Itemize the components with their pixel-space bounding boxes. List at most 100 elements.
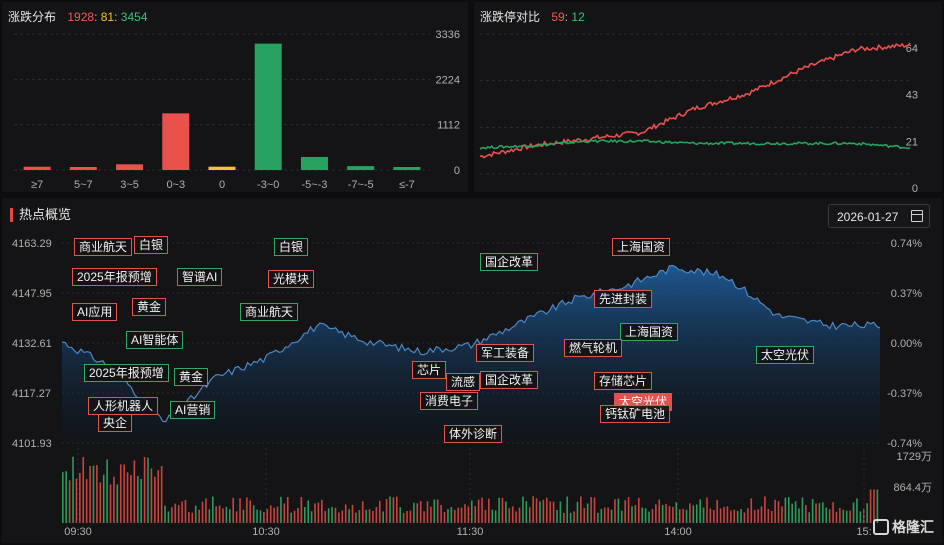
hot-tag[interactable]: 2025年报预增 — [72, 268, 157, 286]
price-tick-label: 4147.95 — [12, 288, 52, 300]
volume-bar — [348, 509, 350, 523]
volume-bar — [269, 505, 272, 523]
hot-tag[interactable]: 存储芯片 — [594, 372, 653, 390]
volume-bar — [211, 496, 214, 523]
volume-bar — [815, 503, 817, 523]
volume-bar — [552, 501, 555, 523]
volume-bar — [334, 507, 337, 523]
up-count: 1928 — [67, 10, 95, 24]
hot-tag[interactable]: 体外诊断 — [444, 425, 503, 443]
volume-bar — [825, 507, 828, 523]
volume-bar — [194, 505, 197, 523]
hot-tag[interactable]: 消费电子 — [420, 392, 479, 410]
hot-tag[interactable]: 白银 — [274, 238, 309, 256]
volume-bar — [113, 476, 115, 523]
volume-bar — [171, 507, 173, 523]
hot-tag[interactable]: 军工装备 — [476, 344, 535, 362]
volume-bar — [242, 509, 245, 523]
volume-bar — [794, 501, 797, 523]
volume-bar — [433, 499, 436, 523]
hot-tag[interactable]: 国企改革 — [480, 371, 539, 389]
volume-bar — [638, 497, 640, 523]
volume-bar — [699, 499, 701, 523]
time-tick-label: 11:30 — [457, 526, 484, 538]
hot-tag[interactable]: 央企 — [98, 414, 133, 432]
date-value: 2026-01-27 — [837, 210, 899, 224]
volume-bar — [566, 496, 569, 523]
hot-tag[interactable]: 智谱AI — [177, 268, 223, 286]
volume-bar — [413, 502, 415, 523]
volume-bar — [246, 497, 248, 523]
volume-bar — [467, 506, 470, 523]
volume-bar — [351, 504, 354, 523]
volume-bar — [68, 480, 71, 523]
volume-bar — [736, 510, 739, 523]
hot-tag[interactable]: 黄金 — [174, 368, 209, 386]
volume-bar — [92, 465, 95, 523]
volume-bar — [440, 504, 442, 523]
hot-tag[interactable]: 上海国资 — [620, 323, 679, 341]
x-tick-label: -3~0 — [257, 179, 279, 191]
x-tick-label: ≤-7 — [399, 179, 415, 191]
hot-tag[interactable]: 国企改革 — [480, 253, 539, 271]
volume-bar — [805, 505, 807, 523]
volume-bar — [341, 510, 344, 523]
volume-bar — [191, 512, 194, 523]
volume-bar — [535, 498, 538, 523]
volume-bar — [484, 509, 487, 523]
volume-bar — [102, 474, 105, 523]
volume-bar — [488, 498, 490, 523]
volume-bar — [580, 496, 582, 523]
hot-tag[interactable]: 芯片 — [412, 361, 447, 379]
volume-bar — [266, 508, 269, 523]
hot-tag[interactable]: 流感 — [446, 373, 481, 391]
volume-bar — [747, 508, 749, 523]
volume-bar — [781, 506, 783, 523]
hot-tag[interactable]: 钙钛矿电池 — [600, 405, 671, 423]
volume-bar — [79, 472, 81, 523]
hot-tag[interactable]: 先进封装 — [594, 290, 653, 308]
volume-bar — [764, 496, 766, 523]
volume-bar — [787, 497, 790, 523]
volume-bar — [549, 501, 551, 523]
hot-tag[interactable]: 太空光伏 — [756, 346, 815, 364]
volume-bar — [72, 456, 74, 523]
bar — [393, 167, 421, 170]
limit-up-count: 59 — [551, 10, 565, 24]
hot-tag[interactable]: 燃气轮机 — [564, 339, 623, 357]
volume-bar — [501, 497, 504, 523]
volume-bar — [716, 499, 718, 523]
hot-tag[interactable]: 白银 — [134, 236, 169, 254]
volume-bar — [147, 457, 149, 523]
volume-bar — [460, 507, 463, 523]
volume-bar — [99, 482, 102, 523]
logo-icon — [873, 519, 889, 535]
time-tick-label: 14:00 — [664, 526, 692, 538]
date-picker[interactable]: 2026-01-27 — [828, 204, 930, 228]
limit-up-line — [479, 42, 911, 159]
volume-bar — [372, 510, 374, 523]
volume-bar — [798, 508, 800, 523]
volume-bar — [280, 496, 282, 523]
hot-tag[interactable]: 黄金 — [132, 298, 167, 316]
volume-bar — [620, 510, 623, 523]
hot-tag[interactable]: 上海国资 — [612, 238, 671, 256]
hot-tag[interactable]: 商业航天 — [240, 303, 299, 321]
hot-tag[interactable]: AI智能体 — [126, 331, 184, 349]
volume-bar — [385, 498, 388, 523]
volume-bar — [416, 503, 419, 523]
hot-tag[interactable]: AI营销 — [170, 401, 216, 419]
hot-tag[interactable]: 商业航天 — [74, 238, 133, 256]
volume-bar — [62, 472, 64, 523]
volume-bar — [116, 484, 119, 523]
hot-tag[interactable]: 2025年报预增 — [84, 364, 169, 382]
volume-bar — [82, 457, 85, 523]
hot-tag[interactable]: AI应用 — [72, 303, 118, 321]
volume-bar — [419, 501, 422, 523]
volume-bar — [689, 503, 691, 523]
calendar-icon[interactable] — [911, 210, 923, 222]
volume-bar — [614, 499, 616, 523]
hot-tag[interactable]: 光模块 — [268, 270, 315, 288]
hot-tag[interactable]: 人形机器人 — [88, 397, 159, 415]
volume-bar — [842, 509, 845, 523]
